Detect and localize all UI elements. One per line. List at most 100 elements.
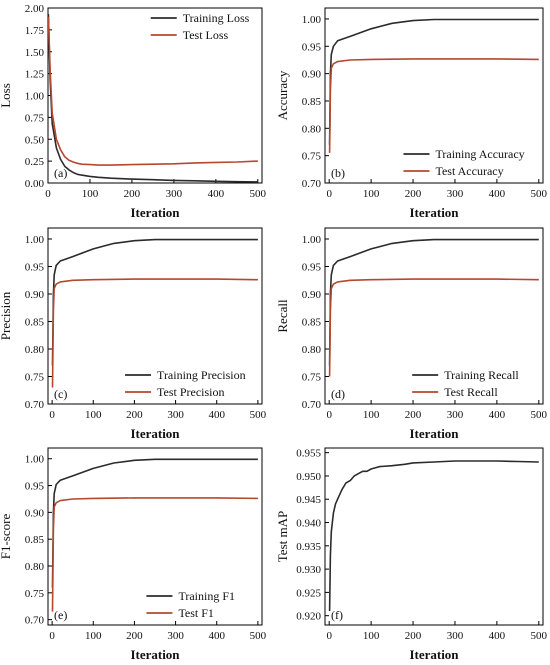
y-tick-label: 0.95 <box>302 262 322 274</box>
y-tick-label: 1.00 <box>302 234 322 246</box>
y-tick-label: 0.95 <box>25 262 45 274</box>
x-tick-label: 100 <box>85 409 102 421</box>
plot-frame <box>324 447 544 626</box>
subplot-e: 0 100 200 300 400 500 0.70 0.75 0.80 0.85 0.90 0.95… <box>0 447 267 662</box>
legend-entry: Training Recall <box>444 368 519 382</box>
legend-entry: Training Accuracy <box>435 147 524 161</box>
y-tick-label: 0.75 <box>302 372 322 384</box>
plot-frame <box>324 227 544 405</box>
x-tick-label: 300 <box>447 409 464 421</box>
panel-tag: (c) <box>54 387 67 401</box>
y-tick-label: 0.95 <box>302 41 322 53</box>
plot-frame <box>47 447 263 626</box>
y-axis-label: Loss <box>0 83 13 108</box>
series-line-secondary <box>51 278 258 388</box>
plot-frame <box>47 227 263 405</box>
x-tick-label: 400 <box>208 630 225 642</box>
y-tick-label: 0.90 <box>302 289 322 301</box>
y-tick-label: 0.80 <box>25 344 45 356</box>
x-tick-label: 400 <box>208 188 225 200</box>
y-tick-label: 0.85 <box>302 96 322 108</box>
legend-entry: Test Recall <box>444 385 498 399</box>
series-line-secondary <box>51 497 258 612</box>
x-tick-label: 400 <box>208 409 225 421</box>
y-tick-label: 0.75 <box>25 588 45 600</box>
subplot-b: 0 100 200 300 400 500 0.70 0.75 0.80 0.85 0.90 0.95… <box>275 7 548 220</box>
y-tick-label: 0.25 <box>25 156 45 168</box>
y-tick-label: 0.00 <box>25 178 45 190</box>
x-axis-label: Iteration <box>409 426 459 441</box>
y-tick-label: 0.940 <box>296 518 321 530</box>
subplot-c: 0 100 200 300 400 500 0.70 0.75 0.80 0.85 0.90 0.95… <box>0 227 267 441</box>
x-tick-label: 200 <box>126 630 143 642</box>
y-tick-label: 0.75 <box>25 112 45 124</box>
y-tick-label: 1.00 <box>25 454 45 466</box>
plot-frame <box>324 7 544 184</box>
y-tick-label: 1.00 <box>25 234 45 246</box>
x-tick-label: 200 <box>405 630 422 642</box>
y-tick-label: 1.50 <box>25 47 45 59</box>
series-line-primary <box>48 14 258 183</box>
panel-tag: (f) <box>331 608 343 622</box>
y-tick-label: 0.90 <box>25 507 45 519</box>
y-tick-label: 0.85 <box>25 317 45 329</box>
x-tick-label: 100 <box>82 188 99 200</box>
y-tick-label: 1.00 <box>25 91 45 103</box>
y-tick-label: 0.945 <box>296 494 321 506</box>
x-tick-label: 500 <box>531 188 548 200</box>
y-tick-label: 0.75 <box>25 372 45 384</box>
subplot-d: 0 100 200 300 400 500 0.70 0.75 0.80 0.85 0.90 0.95… <box>275 227 548 441</box>
y-tick-label: 1.75 <box>25 25 45 37</box>
subplot-f: 0 100 200 300 400 500 0.920 0.925 0.930 0.935 0.94… <box>275 447 548 662</box>
x-tick-label: 100 <box>363 630 380 642</box>
x-tick-label: 500 <box>250 630 267 642</box>
x-tick-label: 0 <box>326 409 332 421</box>
x-tick-label: 500 <box>531 630 548 642</box>
legend-entry: Training F1 <box>178 589 235 603</box>
x-tick-label: 200 <box>126 409 143 421</box>
series-line-secondary <box>328 278 539 377</box>
x-axis-label: Iteration <box>130 426 180 441</box>
y-tick-label: 0.80 <box>25 561 45 573</box>
x-tick-label: 300 <box>447 188 464 200</box>
x-tick-label: 500 <box>531 409 548 421</box>
y-tick-label: 0.90 <box>302 69 322 81</box>
legend-entry: Test F1 <box>178 606 214 620</box>
y-tick-label: 0.920 <box>296 611 321 623</box>
x-tick-label: 0 <box>49 630 55 642</box>
y-axis-label: F1-score <box>0 514 13 560</box>
legend-entry: Training Precision <box>157 368 246 382</box>
y-tick-label: 0.80 <box>302 123 322 135</box>
y-tick-label: 1.00 <box>302 14 322 26</box>
x-tick-label: 0 <box>49 409 55 421</box>
panel-tag: (e) <box>54 608 67 622</box>
x-tick-label: 300 <box>447 630 464 642</box>
x-tick-label: 500 <box>250 188 267 200</box>
y-tick-label: 0.70 <box>302 399 322 411</box>
x-axis-label: Iteration <box>130 647 180 662</box>
x-tick-label: 400 <box>489 188 506 200</box>
x-tick-label: 0 <box>45 188 51 200</box>
series-line-primary <box>328 18 539 145</box>
x-tick-label: 200 <box>124 188 141 200</box>
x-axis-label: Iteration <box>409 647 459 662</box>
subplot-a: 0 100 200 300 400 500 0.00 0.25 0.50 0.75 1.00 1.25… <box>0 3 267 220</box>
y-tick-label: 0.70 <box>25 399 45 411</box>
series-line-secondary <box>328 58 539 153</box>
y-tick-label: 2.00 <box>25 3 45 15</box>
y-axis-label: Test mAP <box>275 511 290 562</box>
y-tick-label: 0.85 <box>25 534 45 546</box>
x-axis-label: Iteration <box>409 205 459 220</box>
x-tick-label: 0 <box>326 188 332 200</box>
x-tick-label: 200 <box>405 188 422 200</box>
x-tick-label: 100 <box>85 630 102 642</box>
series-line-primary <box>51 238 258 366</box>
x-tick-label: 300 <box>167 409 184 421</box>
x-tick-label: 100 <box>363 188 380 200</box>
y-tick-label: 0.75 <box>302 151 322 163</box>
panel-tag: (a) <box>54 166 67 180</box>
y-tick-label: 0.90 <box>25 289 45 301</box>
x-tick-label: 300 <box>166 188 183 200</box>
y-tick-label: 1.25 <box>25 69 45 81</box>
